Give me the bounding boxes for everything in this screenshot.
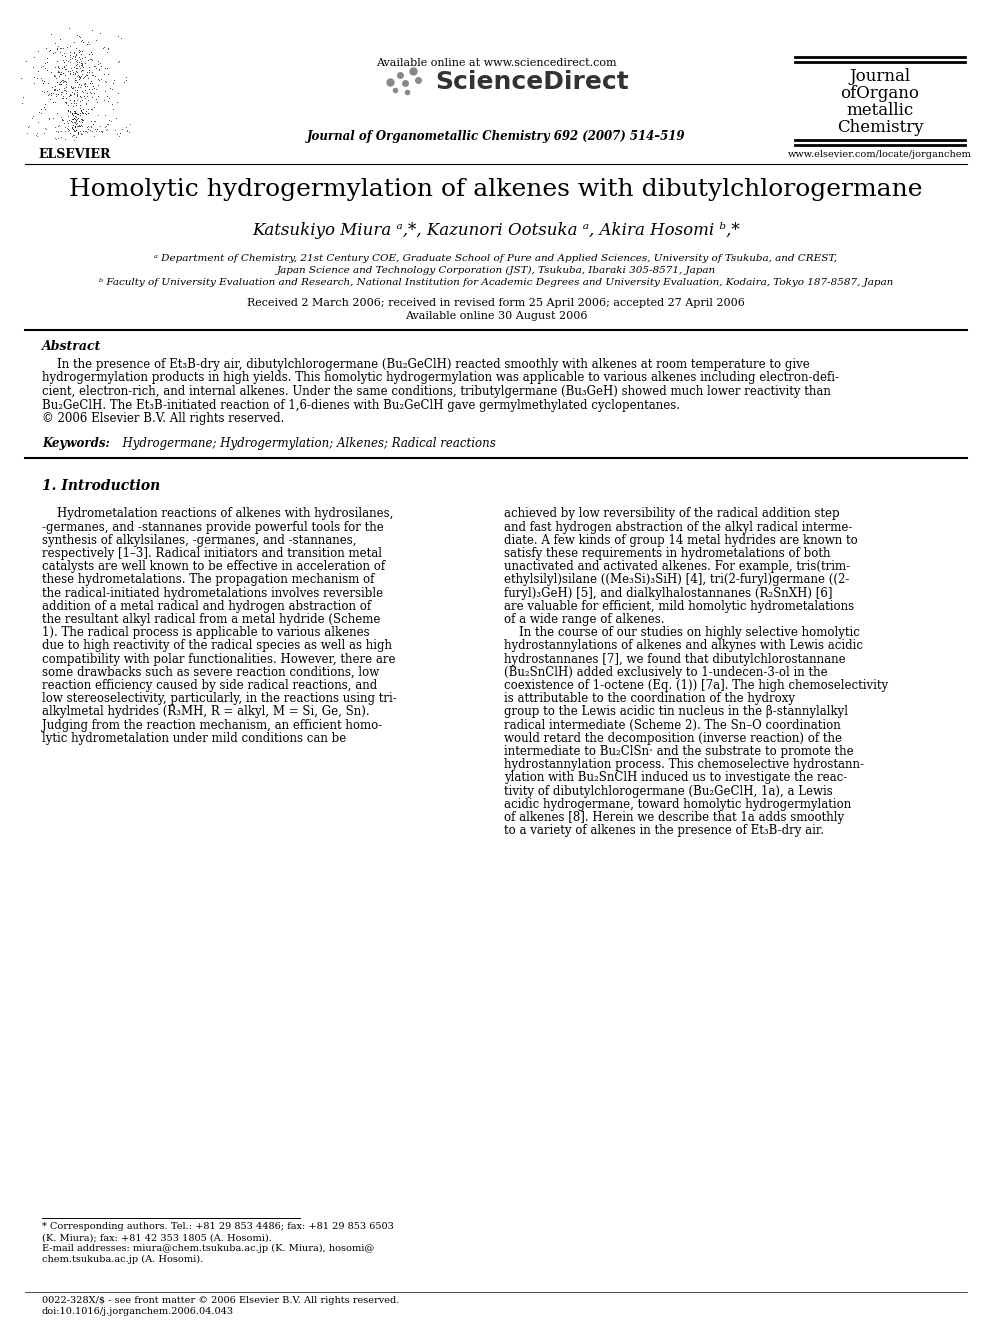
Text: the radical-initiated hydrometalations involves reversible: the radical-initiated hydrometalations i…	[42, 586, 383, 599]
Text: alkylmetal hydrides (R₃MH, R = alkyl, M = Si, Ge, Sn).: alkylmetal hydrides (R₃MH, R = alkyl, M …	[42, 705, 370, 718]
Text: and fast hydrogen abstraction of the alkyl radical interme-: and fast hydrogen abstraction of the alk…	[504, 521, 852, 533]
Text: hydrostannanes [7], we found that dibutylchlorostannane: hydrostannanes [7], we found that dibuty…	[504, 652, 845, 665]
Text: -germanes, and -stannanes provide powerful tools for the: -germanes, and -stannanes provide powerf…	[42, 521, 384, 533]
Text: Homolytic hydrogermylation of alkenes with dibutylchlorogermane: Homolytic hydrogermylation of alkenes wi…	[69, 179, 923, 201]
Text: synthesis of alkylsilanes, -germanes, and -stannanes,: synthesis of alkylsilanes, -germanes, an…	[42, 534, 356, 546]
Text: lytic hydrometalation under mild conditions can be: lytic hydrometalation under mild conditi…	[42, 732, 346, 745]
Text: ᵇ Faculty of University Evaluation and Research, National Institution for Academ: ᵇ Faculty of University Evaluation and R…	[99, 278, 893, 287]
Text: www.elsevier.com/locate/jorganchem: www.elsevier.com/locate/jorganchem	[788, 149, 972, 159]
Text: respectively [1–3]. Radical initiators and transition metal: respectively [1–3]. Radical initiators a…	[42, 548, 382, 560]
Text: addition of a metal radical and hydrogen abstraction of: addition of a metal radical and hydrogen…	[42, 599, 371, 613]
Text: hydrostannylations of alkenes and alkynes with Lewis acidic: hydrostannylations of alkenes and alkyne…	[504, 639, 863, 652]
Text: ScienceDirect: ScienceDirect	[435, 70, 629, 94]
Text: compatibility with polar functionalities. However, there are: compatibility with polar functionalities…	[42, 652, 396, 665]
Text: Hydrogermane; Hydrogermylation; Alkenes; Radical reactions: Hydrogermane; Hydrogermylation; Alkenes;…	[115, 438, 496, 451]
Text: Received 2 March 2006; received in revised form 25 April 2006; accepted 27 April: Received 2 March 2006; received in revis…	[247, 298, 745, 308]
Text: Keywords:: Keywords:	[42, 438, 110, 451]
Text: the resultant alkyl radical from a metal hydride (Scheme: the resultant alkyl radical from a metal…	[42, 613, 380, 626]
Text: E-mail addresses: miura@chem.tsukuba.ac.jp (K. Miura), hosomi@: E-mail addresses: miura@chem.tsukuba.ac.…	[42, 1244, 374, 1253]
Text: are valuable for efficient, mild homolytic hydrometalations: are valuable for efficient, mild homolyt…	[504, 599, 854, 613]
Text: hydrogermylation products in high yields. This homolytic hydrogermylation was ap: hydrogermylation products in high yields…	[42, 372, 839, 385]
Text: group to the Lewis acidic tin nucleus in the β-stannylalkyl: group to the Lewis acidic tin nucleus in…	[504, 705, 848, 718]
Text: tivity of dibutylchlorogermane (Bu₂GeClH, 1a), a Lewis: tivity of dibutylchlorogermane (Bu₂GeClH…	[504, 785, 832, 798]
Text: hydrostannylation process. This chemoselective hydrostann-: hydrostannylation process. This chemosel…	[504, 758, 864, 771]
Text: Japan Science and Technology Corporation (JST), Tsukuba, Ibaraki 305-8571, Japan: Japan Science and Technology Corporation…	[277, 266, 715, 275]
Text: due to high reactivity of the radical species as well as high: due to high reactivity of the radical sp…	[42, 639, 392, 652]
Text: cient, electron-rich, and internal alkenes. Under the same conditions, tributylg: cient, electron-rich, and internal alken…	[42, 385, 831, 398]
Text: Judging from the reaction mechanism, an efficient homo-: Judging from the reaction mechanism, an …	[42, 718, 382, 732]
Text: coexistence of 1-octene (Eq. (1)) [7a]. The high chemoselectivity: coexistence of 1-octene (Eq. (1)) [7a]. …	[504, 679, 888, 692]
Text: (Bu₂SnClH) added exclusively to 1-undecen-3-ol in the: (Bu₂SnClH) added exclusively to 1-undece…	[504, 665, 827, 679]
Text: reaction efficiency caused by side radical reactions, and: reaction efficiency caused by side radic…	[42, 679, 377, 692]
Text: satisfy these requirements in hydrometalations of both: satisfy these requirements in hydrometal…	[504, 548, 830, 560]
Text: low stereoselectivity, particularly, in the reactions using tri-: low stereoselectivity, particularly, in …	[42, 692, 397, 705]
Text: is attributable to the coordination of the hydroxy: is attributable to the coordination of t…	[504, 692, 795, 705]
Text: 0022-328X/$ - see front matter © 2006 Elsevier B.V. All rights reserved.: 0022-328X/$ - see front matter © 2006 El…	[42, 1297, 400, 1304]
Text: ethylsilyl)silane ((Me₃Si)₃SiH) [4], tri(2-furyl)germane ((2-: ethylsilyl)silane ((Me₃Si)₃SiH) [4], tri…	[504, 573, 849, 586]
Text: * Corresponding authors. Tel.: +81 29 853 4486; fax: +81 29 853 6503: * Corresponding authors. Tel.: +81 29 85…	[42, 1222, 394, 1230]
Text: Katsukiyo Miura ᵃ,*, Kazunori Ootsuka ᵃ, Akira Hosomi ᵇ,*: Katsukiyo Miura ᵃ,*, Kazunori Ootsuka ᵃ,…	[252, 222, 740, 239]
Text: Journal: Journal	[849, 67, 911, 85]
Text: ofOrgano: ofOrgano	[840, 85, 920, 102]
Text: 1. Introduction: 1. Introduction	[42, 479, 161, 493]
Text: Hydrometalation reactions of alkenes with hydrosilanes,: Hydrometalation reactions of alkenes wit…	[42, 508, 394, 520]
Text: Available online 30 August 2006: Available online 30 August 2006	[405, 311, 587, 321]
Text: of a wide range of alkenes.: of a wide range of alkenes.	[504, 613, 665, 626]
Text: intermediate to Bu₂ClSn· and the substrate to promote the: intermediate to Bu₂ClSn· and the substra…	[504, 745, 854, 758]
Text: Chemistry: Chemistry	[836, 119, 924, 136]
Text: some drawbacks such as severe reaction conditions, low: some drawbacks such as severe reaction c…	[42, 665, 379, 679]
Text: 1). The radical process is applicable to various alkenes: 1). The radical process is applicable to…	[42, 626, 370, 639]
Text: Abstract: Abstract	[42, 340, 101, 353]
Text: furyl)₃GeH) [5], and dialkylhalostannanes (R₂SnXH) [6]: furyl)₃GeH) [5], and dialkylhalostannane…	[504, 586, 832, 599]
Text: metallic: metallic	[846, 102, 914, 119]
Text: unactivated and activated alkenes. For example, tris(trim-: unactivated and activated alkenes. For e…	[504, 561, 850, 573]
Text: In the course of our studies on highly selective homolytic: In the course of our studies on highly s…	[504, 626, 860, 639]
Text: would retard the decomposition (inverse reaction) of the: would retard the decomposition (inverse …	[504, 732, 842, 745]
Text: doi:10.1016/j.jorganchem.2006.04.043: doi:10.1016/j.jorganchem.2006.04.043	[42, 1307, 234, 1316]
Text: ᵃ Department of Chemistry, 21st Century COE, Graduate School of Pure and Applied: ᵃ Department of Chemistry, 21st Century …	[155, 254, 837, 263]
Text: chem.tsukuba.ac.jp (A. Hosomi).: chem.tsukuba.ac.jp (A. Hosomi).	[42, 1256, 203, 1263]
Text: these hydrometalations. The propagation mechanism of: these hydrometalations. The propagation …	[42, 573, 374, 586]
Text: © 2006 Elsevier B.V. All rights reserved.: © 2006 Elsevier B.V. All rights reserved…	[42, 411, 285, 425]
Text: Journal of Organometallic Chemistry 692 (2007) 514–519: Journal of Organometallic Chemistry 692 …	[307, 130, 685, 143]
Text: Bu₂GeClH. The Et₃B-initiated reaction of 1,6-dienes with Bu₂GeClH gave germylmet: Bu₂GeClH. The Et₃B-initiated reaction of…	[42, 398, 680, 411]
Text: Available online at www.sciencedirect.com: Available online at www.sciencedirect.co…	[376, 58, 616, 67]
Text: of alkenes [8]. Herein we describe that 1a adds smoothly: of alkenes [8]. Herein we describe that …	[504, 811, 844, 824]
Text: catalysts are well known to be effective in acceleration of: catalysts are well known to be effective…	[42, 561, 385, 573]
Text: diate. A few kinds of group 14 metal hydrides are known to: diate. A few kinds of group 14 metal hyd…	[504, 534, 858, 546]
Text: radical intermediate (Scheme 2). The Sn–O coordination: radical intermediate (Scheme 2). The Sn–…	[504, 718, 841, 732]
Text: to a variety of alkenes in the presence of Et₃B-dry air.: to a variety of alkenes in the presence …	[504, 824, 824, 837]
Text: In the presence of Et₃B-dry air, dibutylchlorogermane (Bu₂GeClH) reacted smoothl: In the presence of Et₃B-dry air, dibutyl…	[42, 359, 809, 370]
Text: (K. Miura); fax: +81 42 353 1805 (A. Hosomi).: (K. Miura); fax: +81 42 353 1805 (A. Hos…	[42, 1233, 272, 1242]
Text: acidic hydrogermane, toward homolytic hydrogermylation: acidic hydrogermane, toward homolytic hy…	[504, 798, 851, 811]
Text: ELSEVIER: ELSEVIER	[39, 148, 111, 161]
Text: ylation with Bu₂SnClH induced us to investigate the reac-: ylation with Bu₂SnClH induced us to inve…	[504, 771, 847, 785]
Text: achieved by low reversibility of the radical addition step: achieved by low reversibility of the rad…	[504, 508, 839, 520]
